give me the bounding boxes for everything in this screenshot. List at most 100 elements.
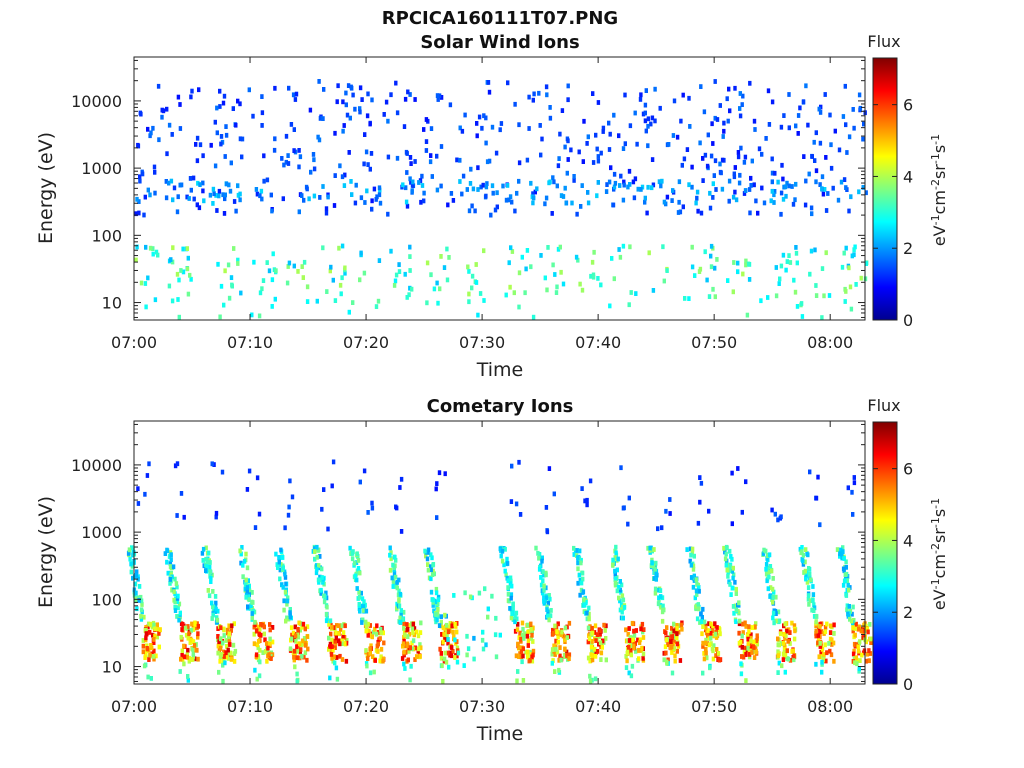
heatmap-cell xyxy=(713,158,718,164)
x-tick-label: 07:00 xyxy=(111,333,157,352)
heatmap-cell xyxy=(379,646,384,652)
heatmap-cell xyxy=(451,629,455,635)
heatmap-cell xyxy=(826,191,830,196)
y-tick-label: 100 xyxy=(91,590,122,609)
heatmap-cell xyxy=(498,127,502,133)
heatmap-cell xyxy=(699,84,703,89)
heatmap-cell xyxy=(401,641,406,647)
heatmap-cell xyxy=(529,626,533,632)
heatmap-cell xyxy=(586,655,591,661)
heatmap-cell xyxy=(368,646,372,652)
heatmap-cell xyxy=(730,585,734,591)
heatmap-cell xyxy=(844,593,849,598)
heatmap-cell xyxy=(411,630,415,636)
heatmap-cell xyxy=(743,645,747,651)
heatmap-cell xyxy=(527,126,531,131)
heatmap-cell xyxy=(394,272,399,278)
heatmap-cell xyxy=(486,606,490,612)
heatmap-cell xyxy=(724,562,728,568)
heatmap-cell xyxy=(626,184,630,190)
heatmap-cell xyxy=(712,173,716,178)
heatmap-cell xyxy=(783,635,787,641)
heatmap-cell xyxy=(430,555,434,561)
heatmap-cell xyxy=(371,654,375,659)
heatmap-cell xyxy=(252,259,256,265)
heatmap-cell xyxy=(550,211,554,216)
heatmap-cell xyxy=(365,663,369,669)
heatmap-cell xyxy=(191,654,196,659)
heatmap-cell xyxy=(468,181,473,186)
heatmap-cell xyxy=(845,150,849,155)
heatmap-cell xyxy=(408,155,413,160)
heatmap-cell xyxy=(134,211,138,217)
heatmap-cell xyxy=(136,576,140,582)
heatmap-cell xyxy=(827,641,831,646)
heatmap-cell xyxy=(705,163,710,169)
heatmap-cell xyxy=(432,286,437,292)
heatmap-cell xyxy=(289,636,294,642)
heatmap-cell xyxy=(671,133,676,138)
heatmap-cell xyxy=(677,199,681,205)
heatmap-cell xyxy=(273,136,277,142)
heatmap-cell xyxy=(778,631,783,637)
heatmap-cell xyxy=(787,183,791,189)
heatmap-cell xyxy=(644,88,648,93)
heatmap-cell xyxy=(255,191,260,197)
heatmap-cell xyxy=(855,661,859,667)
heatmap-cell xyxy=(240,154,244,160)
heatmap-cell xyxy=(841,545,845,550)
heatmap-cell xyxy=(776,670,780,675)
colorbar-tick-label: 4 xyxy=(903,167,913,186)
heatmap-cell xyxy=(631,179,636,185)
heatmap-cell xyxy=(629,673,634,679)
heatmap-cell xyxy=(566,138,570,144)
heatmap-cell xyxy=(770,188,774,194)
heatmap-cell xyxy=(556,639,560,645)
heatmap-cell xyxy=(611,562,615,567)
heatmap-cell xyxy=(134,257,138,263)
heatmap-cell xyxy=(733,189,737,195)
axes: 07:00 07:10 07:20 07:30 07:40 07:50 08:0010100… xyxy=(71,421,865,716)
heatmap-cell xyxy=(446,640,450,646)
heatmap-cell xyxy=(806,596,811,602)
heatmap-cell xyxy=(845,578,849,583)
heatmap-cell xyxy=(613,580,618,586)
heatmap-cell xyxy=(739,145,743,151)
heatmap-cell xyxy=(862,622,866,628)
heatmap-cell xyxy=(376,641,380,647)
heatmap-cell xyxy=(814,130,818,136)
heatmap-cell xyxy=(343,641,347,646)
heatmap-cell xyxy=(596,180,600,185)
heatmap-cell xyxy=(861,185,865,190)
heatmap-cell xyxy=(357,589,361,595)
heatmap-cell xyxy=(776,609,781,615)
heatmap-cell xyxy=(687,296,691,301)
heatmap-cell xyxy=(152,656,156,662)
heatmap-cell xyxy=(817,654,821,660)
heatmap-cell xyxy=(366,91,370,97)
heatmap-cell xyxy=(853,632,857,638)
heatmap-cell xyxy=(847,604,851,609)
heatmap-cell xyxy=(697,269,702,274)
heatmap-cell xyxy=(672,98,677,104)
heatmap-cell xyxy=(332,625,336,630)
heatmap-cell xyxy=(713,294,717,300)
heatmap-cell xyxy=(766,295,770,300)
heatmap-cell xyxy=(685,147,690,152)
heatmap-cell xyxy=(670,650,674,655)
heatmap-cell xyxy=(520,659,524,665)
heatmap-cell xyxy=(800,549,804,555)
heatmap-cell xyxy=(701,640,705,646)
heatmap-cell xyxy=(678,658,683,663)
heatmap-cell xyxy=(236,183,240,189)
heatmap-cell xyxy=(176,194,180,200)
heatmap-cell xyxy=(542,598,546,604)
heatmap-cell xyxy=(737,630,741,636)
heatmap-cell xyxy=(436,594,441,600)
heatmap-cell xyxy=(555,629,559,634)
heatmap-cell xyxy=(224,132,229,138)
heatmap-cell xyxy=(692,578,697,583)
heatmap-cell xyxy=(148,192,152,198)
heatmap-cell xyxy=(293,664,297,670)
heatmap-cell xyxy=(709,635,713,641)
